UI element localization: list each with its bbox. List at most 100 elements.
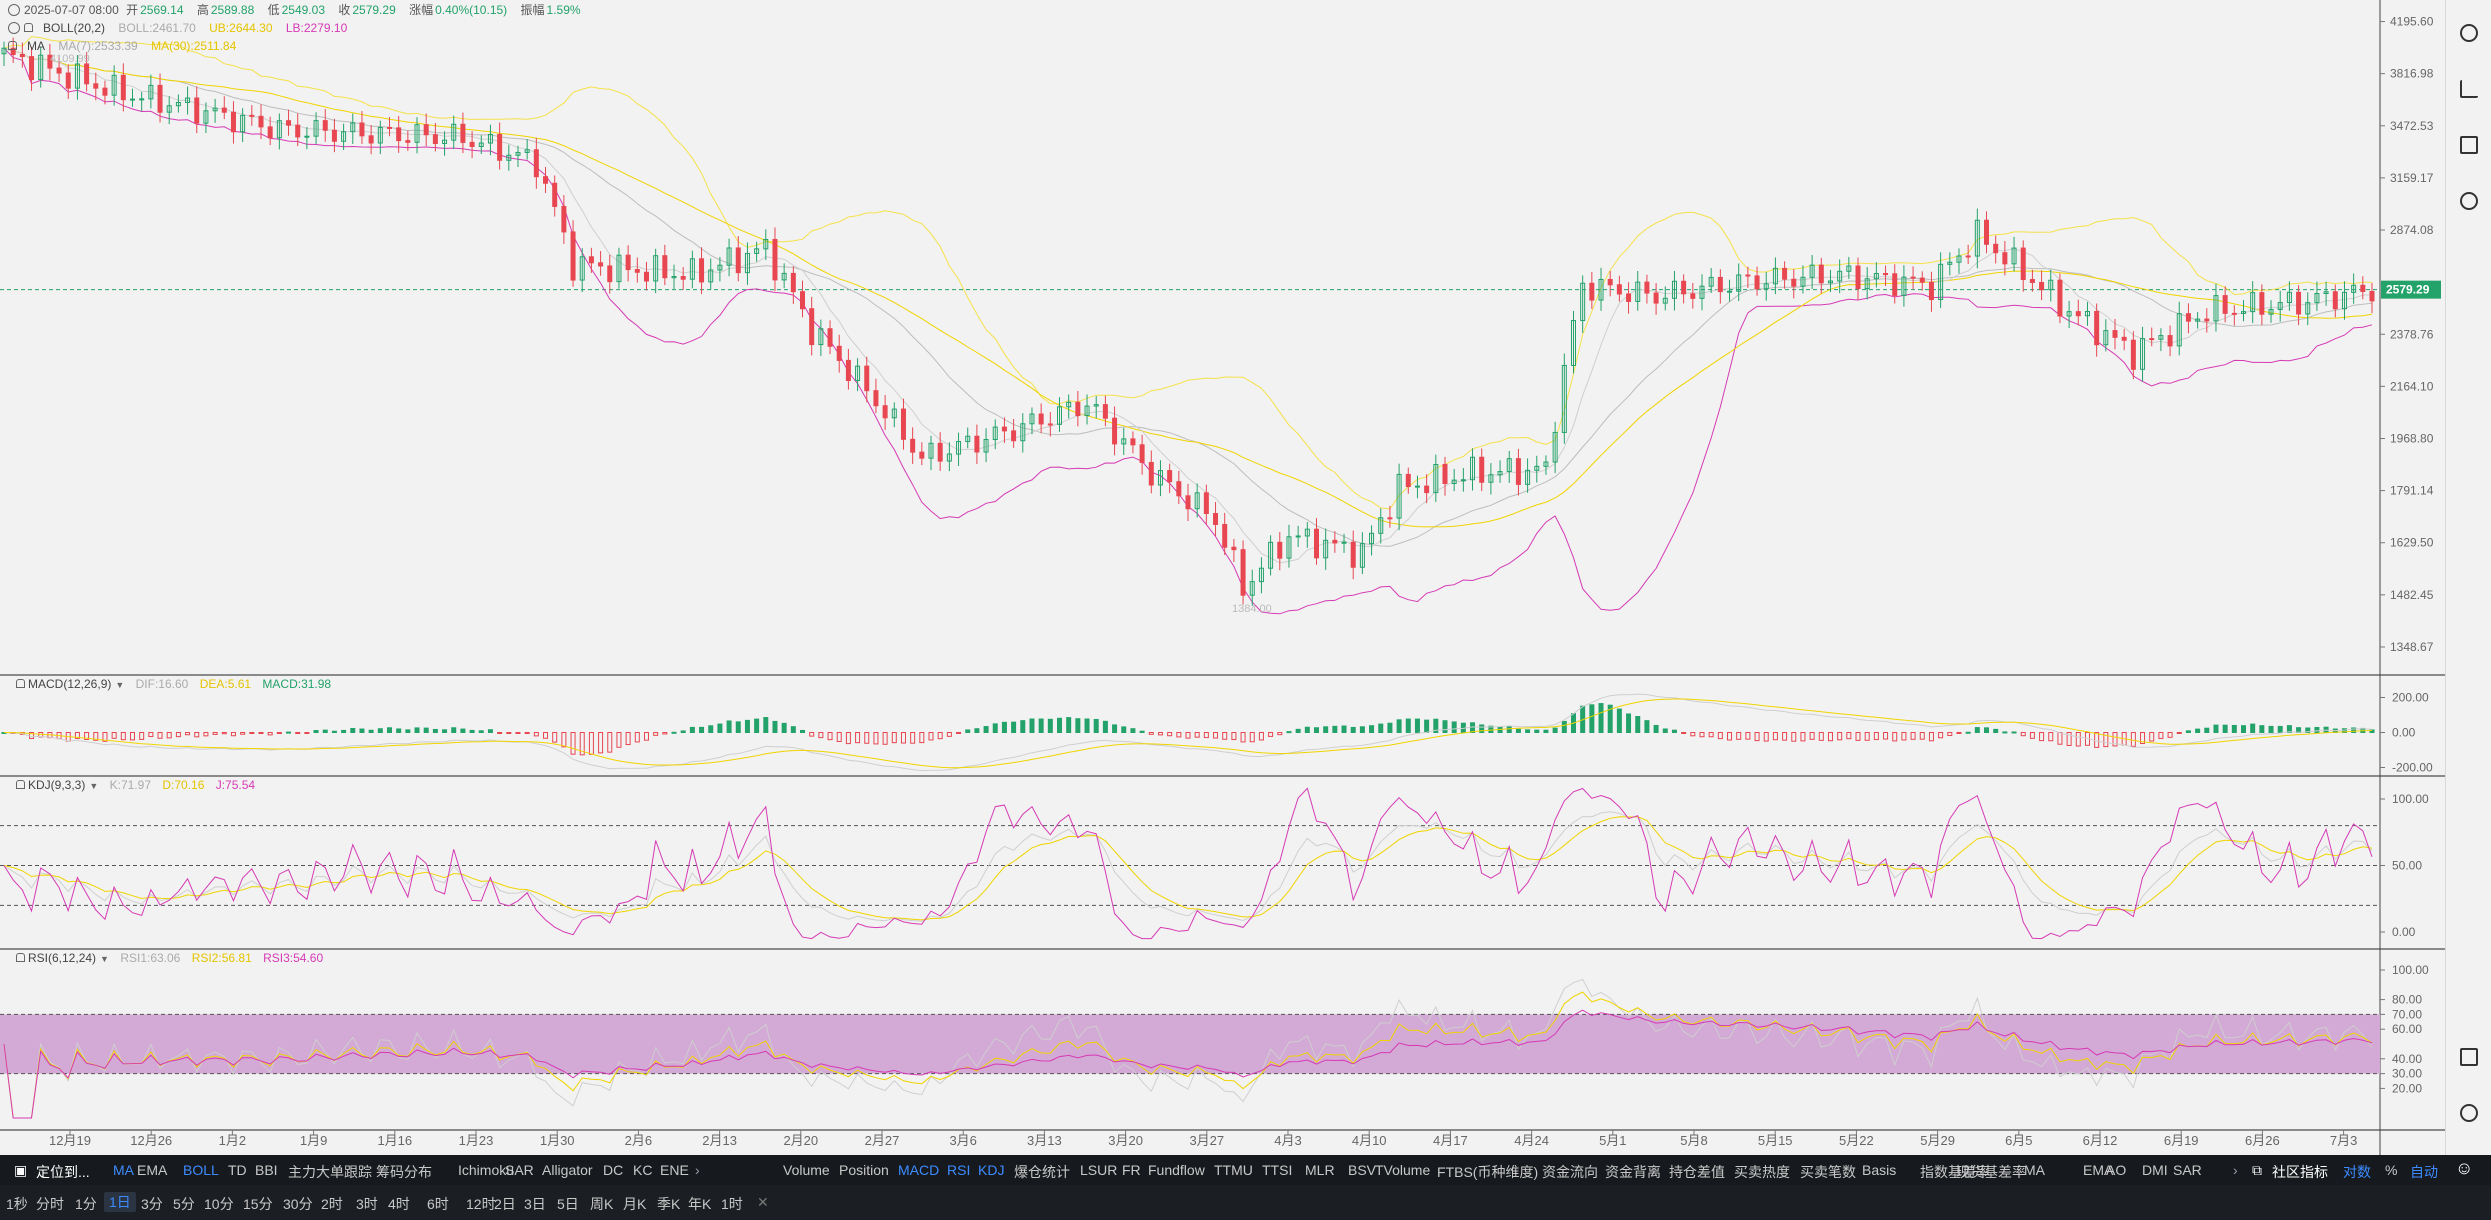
sub-indicator-20[interactable]: Basis xyxy=(1862,1162,1897,1178)
time-tick-label: 4月10 xyxy=(1352,1133,1387,1148)
log-scale-toggle[interactable]: 对数 xyxy=(2343,1164,2371,1180)
sub-indicator-4[interactable]: KDJ xyxy=(978,1162,1005,1178)
timeframe-4[interactable]: 3分 xyxy=(141,1196,163,1212)
chevron-right-icon[interactable]: › xyxy=(695,1162,700,1178)
sub-indicator-8[interactable]: Fundflow xyxy=(1148,1162,1205,1178)
timeframe-10[interactable]: 3时 xyxy=(356,1196,378,1212)
sub-indicator-3[interactable]: RSI xyxy=(947,1162,971,1178)
sub-indicator-26[interactable]: DMI xyxy=(2142,1162,2168,1178)
sub-indicator-17[interactable]: 持仓差值 xyxy=(1669,1164,1725,1180)
candle-body xyxy=(2341,291,2347,310)
sub-indicator-18[interactable]: 买卖热度 xyxy=(1734,1164,1790,1180)
caret-down-icon[interactable]: ▼ xyxy=(115,680,125,690)
sub-indicator-15[interactable]: 资金流向 xyxy=(1542,1164,1598,1180)
timeframe-20[interactable]: 年K xyxy=(688,1196,712,1212)
caret-down-icon[interactable]: ▼ xyxy=(100,954,109,964)
price-tick-label: 3472.53 xyxy=(2390,119,2434,133)
locate-button[interactable]: 定位到... xyxy=(36,1164,90,1180)
timeframe-8[interactable]: 30分 xyxy=(283,1196,313,1212)
collapse-icon[interactable] xyxy=(8,4,20,16)
timeframe-9[interactable]: 2时 xyxy=(321,1196,343,1212)
collapse-icon[interactable] xyxy=(8,22,20,34)
locate-icon[interactable]: ▣ xyxy=(14,1162,28,1178)
main-indicator-10[interactable]: DC xyxy=(603,1162,624,1178)
sub-indicator-19[interactable]: 买卖笔数 xyxy=(1800,1164,1856,1180)
sub-indicator-2[interactable]: MACD xyxy=(898,1162,940,1178)
compare-icon[interactable] xyxy=(2460,192,2478,210)
community-indicators-button[interactable]: 社区指标 xyxy=(2272,1164,2328,1180)
sub-indicator-6[interactable]: LSUR xyxy=(1080,1162,1118,1178)
community-icon[interactable]: ⧉ xyxy=(2252,1162,2262,1178)
timeframe-16[interactable]: 5日 xyxy=(557,1196,579,1212)
timeframe-2[interactable]: 1分 xyxy=(75,1196,97,1212)
main-indicator-1[interactable]: EMA xyxy=(137,1162,168,1178)
timeframe-6[interactable]: 10分 xyxy=(204,1196,234,1212)
alert-bell-icon[interactable] xyxy=(8,41,17,50)
close-icon[interactable]: ✕ xyxy=(757,1194,769,1210)
kdj-title[interactable]: KDJ(9,3,3) xyxy=(28,778,86,792)
sub-indicator-16[interactable]: 资金背离 xyxy=(1605,1164,1661,1180)
sub-indicator-23[interactable]: MA xyxy=(2024,1162,2045,1178)
percent-scale-toggle[interactable]: % xyxy=(2385,1162,2398,1178)
alert-bell-icon[interactable] xyxy=(16,679,25,688)
sub-indicator-21[interactable]: 指数基差率 xyxy=(1920,1164,1990,1180)
main-indicator-0[interactable]: MA xyxy=(113,1162,134,1178)
timeframe-13[interactable]: 12时 xyxy=(466,1196,496,1212)
sub-indicator-25[interactable]: AO xyxy=(2106,1162,2127,1178)
timeframe-19[interactable]: 季K xyxy=(657,1196,681,1212)
main-indicator-8[interactable]: SAR xyxy=(505,1162,534,1178)
macd-title[interactable]: MACD(12,26,9) xyxy=(28,677,112,691)
ma-title[interactable]: MA xyxy=(27,39,45,53)
main-indicator-7[interactable]: Ichimoku xyxy=(458,1162,515,1178)
sub-indicator-1[interactable]: Position xyxy=(839,1162,889,1178)
timeframe-0[interactable]: 1秒 xyxy=(6,1196,28,1212)
boll-title[interactable]: BOLL(20,2) xyxy=(43,21,106,35)
assistant-icon[interactable]: ☺ xyxy=(2455,1158,2474,1178)
sub-indicator-5[interactable]: 爆仓统计 xyxy=(1014,1164,1070,1180)
layout-icon[interactable] xyxy=(2460,1048,2478,1066)
sub-indicator-12[interactable]: BSV xyxy=(1348,1162,1377,1178)
timeframe-5[interactable]: 5分 xyxy=(173,1196,195,1212)
timeframe-1[interactable]: 分时 xyxy=(36,1196,64,1212)
sub-indicator-7[interactable]: FR xyxy=(1122,1162,1141,1178)
main-indicator-2[interactable]: BOLL xyxy=(183,1162,219,1178)
sub-indicator-10[interactable]: TTSI xyxy=(1262,1162,1293,1178)
timeframe-14[interactable]: 2日 xyxy=(494,1196,516,1212)
macd-bar xyxy=(772,720,778,734)
main-indicator-4[interactable]: BBI xyxy=(255,1162,278,1178)
chevron-right-icon[interactable]: › xyxy=(2233,1162,2238,1178)
sub-indicator-24[interactable]: EMA xyxy=(2083,1162,2114,1178)
caret-down-icon[interactable]: ▼ xyxy=(89,781,99,791)
auto-scale-toggle[interactable]: 自动 xyxy=(2410,1164,2438,1180)
settings-icon[interactable] xyxy=(2460,1104,2478,1122)
timeframe-3[interactable]: 1日 xyxy=(104,1192,136,1212)
alert-bell-icon[interactable] xyxy=(16,953,25,962)
timeframe-15[interactable]: 3日 xyxy=(524,1196,546,1212)
main-indicator-5[interactable]: 主力大单跟踪 xyxy=(288,1164,372,1180)
sub-indicator-13[interactable]: TVolume xyxy=(1375,1162,1431,1178)
main-indicator-11[interactable]: KC xyxy=(633,1162,653,1178)
alert-bell-icon[interactable] xyxy=(24,23,33,32)
timeframe-11[interactable]: 4时 xyxy=(388,1196,410,1212)
main-indicator-9[interactable]: Alligator xyxy=(542,1162,593,1178)
chart-canvas[interactable]: 4109.99 1384.00 4195.60 3816.98 3472.53 3159… xyxy=(0,0,2491,1155)
sub-indicator-14[interactable]: FTBS(币种维度) xyxy=(1437,1164,1539,1180)
fullscreen-icon[interactable] xyxy=(2460,24,2478,42)
timeframe-21[interactable]: 1时 xyxy=(721,1196,743,1212)
alert-bell-icon[interactable] xyxy=(16,780,25,789)
sub-indicator-22[interactable]: 现货基差率 xyxy=(1956,1164,2026,1180)
rsi-title[interactable]: RSI(6,12,24) xyxy=(28,951,97,965)
sub-indicator-0[interactable]: Volume xyxy=(783,1162,830,1178)
main-indicator-12[interactable]: ENE xyxy=(660,1162,689,1178)
trendline-icon[interactable] xyxy=(2460,80,2478,98)
main-indicator-3[interactable]: TD xyxy=(228,1162,247,1178)
main-indicator-6[interactable]: 筹码分布 xyxy=(376,1164,432,1180)
timeframe-7[interactable]: 15分 xyxy=(243,1196,273,1212)
sub-indicator-11[interactable]: MLR xyxy=(1305,1162,1335,1178)
timeframe-17[interactable]: 周K xyxy=(590,1196,614,1212)
sub-indicator-9[interactable]: TTMU xyxy=(1214,1162,1253,1178)
timeframe-18[interactable]: 月K xyxy=(623,1196,647,1212)
indicator-icon[interactable] xyxy=(2460,136,2478,154)
sub-indicator-27[interactable]: SAR xyxy=(2173,1162,2202,1178)
timeframe-12[interactable]: 6时 xyxy=(427,1196,449,1212)
